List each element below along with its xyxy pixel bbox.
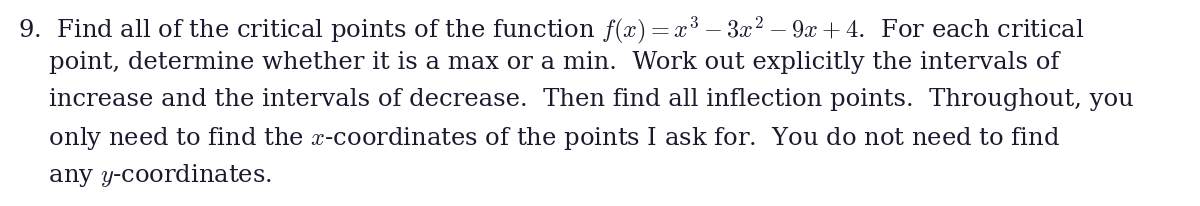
Text: any $y$-coordinates.: any $y$-coordinates.	[18, 162, 272, 189]
Text: point, determine whether it is a max or a min.  Work out explicitly the interval: point, determine whether it is a max or …	[18, 51, 1060, 74]
Text: increase and the intervals of decrease.  Then find all inflection points.  Throu: increase and the intervals of decrease. …	[18, 88, 1134, 111]
Text: only need to find the $x$-coordinates of the points I ask for.  You do not need : only need to find the $x$-coordinates of…	[18, 125, 1060, 152]
Text: 9.  Find all of the critical points of the function $f(x) = x^3 - 3x^2 - 9x + 4$: 9. Find all of the critical points of th…	[18, 14, 1085, 46]
